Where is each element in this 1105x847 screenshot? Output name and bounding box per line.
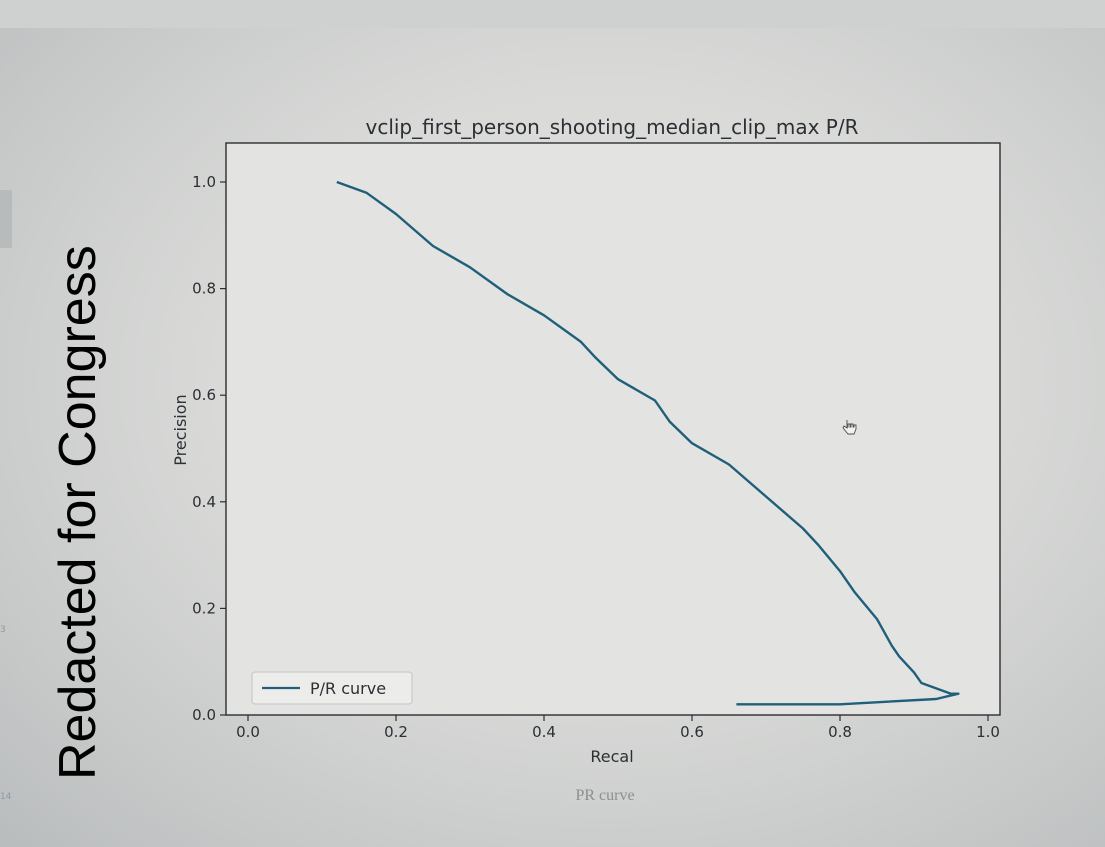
- y-tick-label: 0.6: [192, 386, 216, 404]
- y-axis-label: Precision: [171, 394, 190, 465]
- chart-title: vclip_first_person_shooting_median_clip_…: [365, 115, 858, 139]
- legend-label: P/R curve: [310, 679, 386, 698]
- side-mark-14: 14: [0, 792, 12, 802]
- y-tick-label: 1.0: [192, 173, 216, 191]
- side-mark-3: 3: [0, 625, 6, 635]
- y-tick-label: 0.8: [192, 280, 216, 298]
- browser-top-band: [0, 0, 1105, 28]
- x-tick-label: 0.8: [828, 723, 852, 741]
- plot-area: [226, 143, 1000, 715]
- y-tick-label: 0.2: [192, 599, 216, 617]
- x-axis-label: Recal: [590, 747, 633, 766]
- x-tick-label: 1.0: [976, 723, 1000, 741]
- y-tick-label: 0.0: [192, 706, 216, 724]
- x-axis-ticks: 0.0 0.2 0.4 0.6 0.8 1.0: [236, 715, 1000, 741]
- y-tick-label: 0.4: [192, 493, 216, 511]
- x-tick-label: 0.2: [384, 723, 408, 741]
- cursor-hand-icon: [842, 420, 857, 435]
- chart-marks: [336, 180, 960, 706]
- left-sidebar-tab[interactable]: [0, 190, 12, 248]
- redaction-watermark: Redacted for Congress: [49, 245, 107, 780]
- y-axis-ticks: 0.0 0.2 0.4 0.6 0.8 1.0: [192, 173, 226, 724]
- x-tick-label: 0.4: [532, 723, 556, 741]
- legend-box: [251, 671, 413, 705]
- plot-frame: [225, 142, 1001, 716]
- figure-caption: PR curve: [575, 787, 635, 804]
- x-tick-label: 0.0: [236, 723, 260, 741]
- legend: P/R curve: [251, 671, 413, 705]
- x-tick-label: 0.6: [680, 723, 704, 741]
- series-line-pr-curve: [336, 180, 960, 706]
